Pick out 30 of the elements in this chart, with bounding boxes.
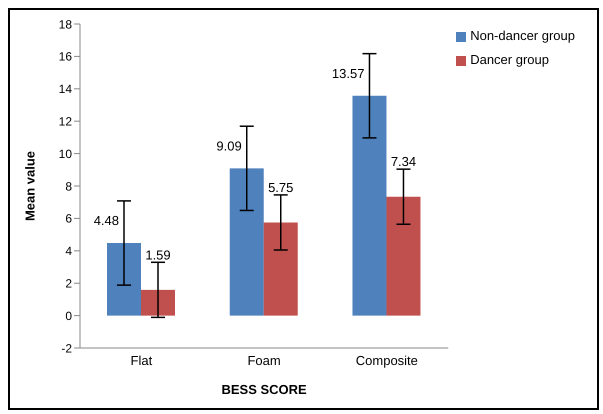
x-axis-title: BESS SCORE	[221, 382, 308, 397]
bar	[107, 243, 141, 316]
x-tick-label: Flat	[130, 353, 153, 368]
data-label: 5.75	[268, 180, 294, 195]
y-tick-label: -2	[61, 341, 72, 356]
y-tick-label: 10	[58, 146, 72, 161]
bar	[352, 96, 386, 316]
y-tick-label: 0	[65, 308, 72, 323]
y-tick-label: 6	[65, 212, 72, 226]
x-tick-label: Foam	[247, 353, 281, 368]
y-tick-label: 2	[65, 276, 72, 290]
bar	[386, 196, 420, 316]
data-label: 7.34	[390, 154, 416, 170]
y-tick-label: 14	[58, 82, 72, 96]
bar	[141, 290, 175, 316]
data-label: 13.57	[332, 66, 364, 81]
legend-label: Non-dancer group	[470, 28, 575, 43]
data-label: 9.09	[216, 138, 242, 154]
data-label: 1.59	[145, 247, 171, 262]
y-tick-label: 16	[58, 50, 72, 64]
y-tick-label: 12	[58, 114, 72, 128]
x-tick-label: Composite	[356, 353, 418, 368]
data-label: 4.48	[94, 213, 119, 228]
y-tick-label: 4	[65, 244, 72, 258]
y-tick-label: 8	[65, 179, 72, 194]
bar	[264, 222, 298, 316]
y-tick-label: 18	[58, 17, 72, 32]
y-axis-title: Mean value	[22, 150, 38, 222]
legend-label: Dancer group	[470, 52, 549, 67]
bar	[230, 168, 264, 316]
